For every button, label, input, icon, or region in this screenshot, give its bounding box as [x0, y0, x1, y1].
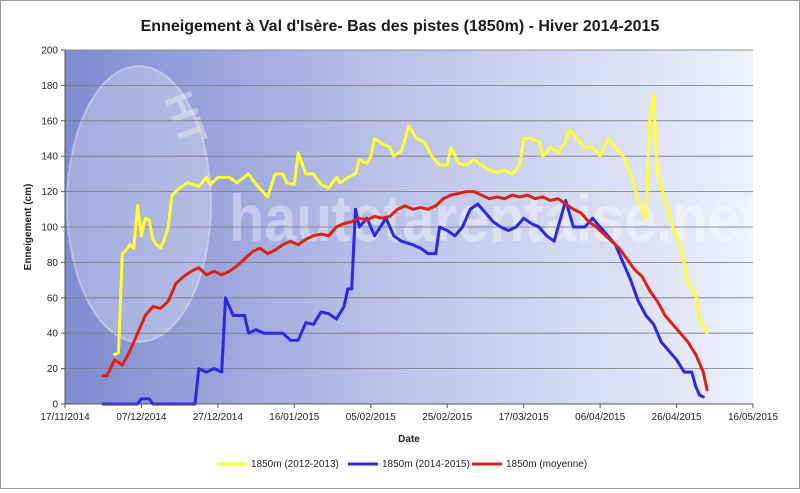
y-tick-label: 0 [52, 400, 58, 411]
gridlines [65, 49, 753, 370]
x-tick-label: 16/05/2015 [728, 412, 778, 423]
legend-label-2: 1850m (2014-2015) [382, 459, 470, 470]
x-tick-label: 05/02/2015 [346, 412, 396, 423]
series-line-1 [113, 92, 709, 356]
y-tick-label: 100 [41, 223, 58, 234]
x-tick-label: 07/12/2014 [116, 412, 166, 423]
series-line-3 [101, 190, 709, 392]
x-tick-label: 16/01/2015 [269, 412, 319, 423]
y-tick-label: 140 [41, 152, 58, 163]
x-tick-label: 06/04/2015 [575, 412, 625, 423]
y-axis-label: Enneigement (cm) [23, 184, 34, 271]
y-tick-label: 60 [47, 293, 59, 304]
x-tick-label: 25/02/2015 [422, 412, 472, 423]
legend: 1850m (2012-2013) 1850m (2014-2015) 1850m … [217, 459, 587, 470]
y-tick-label: 80 [47, 258, 59, 269]
legend-label-1: 1850m (2012-2013) [251, 459, 339, 470]
y-tick-label: 180 [41, 81, 58, 92]
x-tick-label: 27/12/2014 [193, 412, 243, 423]
y-tick-label: 20 [47, 364, 59, 375]
x-axis-ticks: 17/11/2014 07/12/2014 27/12/2014 16/01/2015… [40, 404, 778, 423]
y-tick-label: 120 [41, 187, 58, 198]
series-line-2 [101, 199, 705, 406]
x-tick-label: 17/03/2015 [499, 412, 549, 423]
y-tick-label: 200 [41, 46, 58, 57]
legend-label-3: 1850m (moyenne) [506, 459, 587, 470]
x-tick-label: 17/11/2014 [40, 412, 90, 423]
x-tick-label: 26/04/2015 [652, 412, 702, 423]
y-tick-label: 160 [41, 116, 58, 127]
series-layer [101, 92, 709, 406]
chart-title: Enneigement à Val d'Isère- Bas des piste… [141, 18, 660, 35]
y-axis-ticks: 0 20 40 60 80 100 120 140 160 180 200 [41, 46, 65, 411]
x-axis-label: Date [398, 434, 420, 445]
y-tick-label: 40 [47, 329, 59, 340]
